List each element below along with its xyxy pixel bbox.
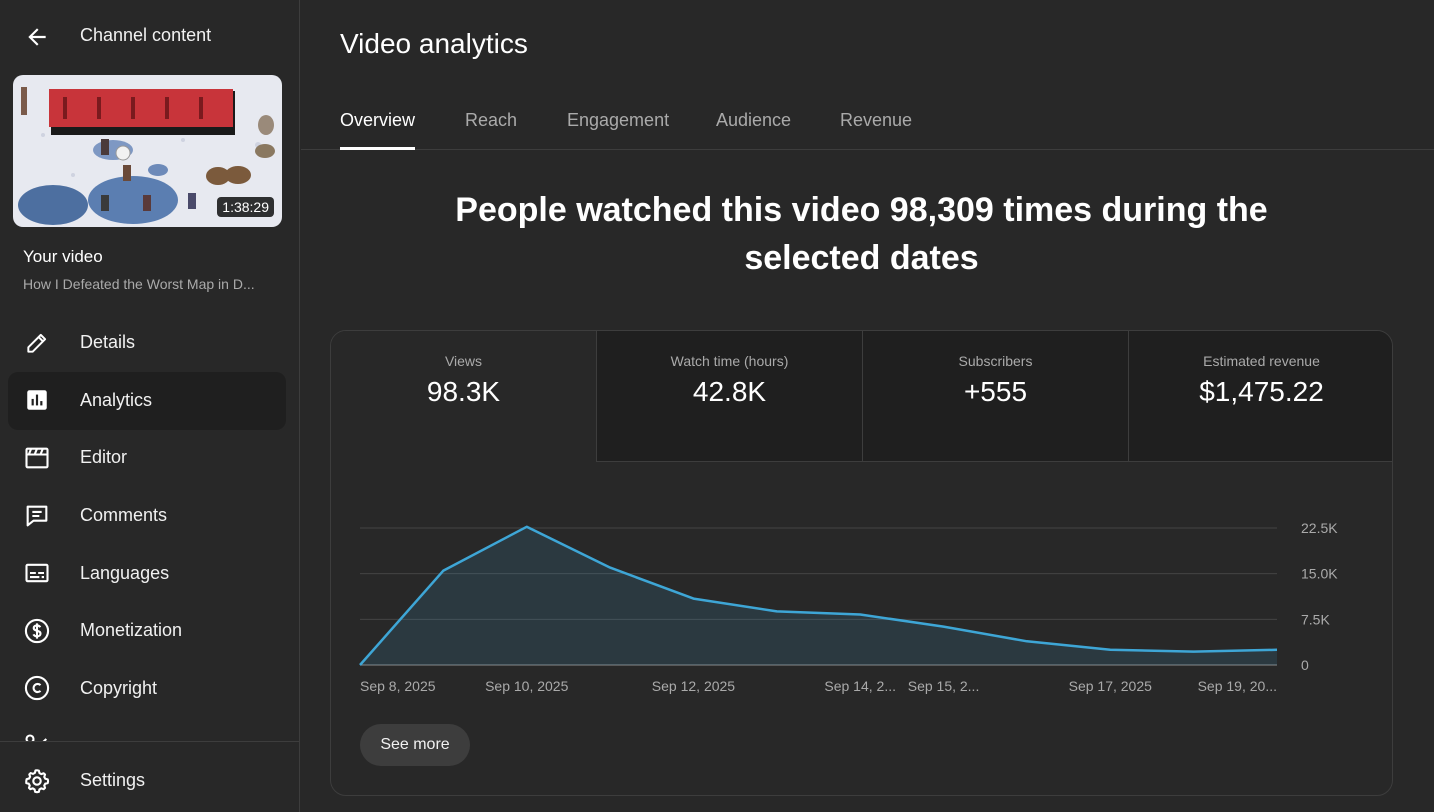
x-tick-label: Sep 10, 2025 (485, 678, 569, 694)
views-headline: People watched this video 98,309 times d… (455, 191, 1268, 277)
metric-subscribers[interactable]: Subscribers +555 (862, 331, 1128, 462)
series-line (359, 525, 1278, 666)
see-more-button[interactable]: See more (360, 724, 470, 766)
sidebar: Channel content (0, 0, 300, 812)
sidebar-nav: Details Analytics Editor Comments (0, 314, 299, 775)
sidebar-item-label: Analytics (80, 389, 153, 410)
thumbnail-image (13, 75, 282, 227)
sidebar-item-languages[interactable]: Languages (0, 544, 299, 602)
metric-label: Watch time (hours) (670, 353, 789, 369)
active-highlight (8, 371, 286, 430)
comment-icon (22, 501, 52, 531)
metric-estimated-revenue[interactable]: Estimated revenue $1,475.22 (1128, 331, 1392, 462)
metric-label: Views (444, 353, 483, 369)
metric-watch-time[interactable]: Watch time (hours) 42.8K (596, 331, 862, 462)
tab-reach[interactable]: Reach (465, 110, 518, 130)
metric-views[interactable]: Views 98.3K (331, 331, 596, 462)
metric-value: 98.3K (426, 376, 501, 407)
main-content: Video analytics Overview Reach Engagemen… (301, 0, 1434, 812)
x-tick-label: Sep 8, 2025 (360, 678, 436, 694)
sidebar-item-label: Editor (80, 447, 128, 468)
series-area (360, 526, 1277, 665)
sidebar-item-comments[interactable]: Comments (0, 487, 299, 545)
sidebar-item-settings[interactable]: Settings (0, 752, 299, 809)
sidebar-item-copyright[interactable]: Copyright (0, 660, 299, 718)
tab-audience[interactable]: Audience (716, 110, 792, 130)
video-duration: 1:38:29 (217, 197, 274, 217)
metric-value: 42.8K (692, 376, 767, 407)
x-tick-label: Sep 14, 2... (824, 678, 896, 694)
y-tick-label: 7.5K (1301, 611, 1330, 627)
y-tick-label: 22.5K (1301, 520, 1338, 536)
sidebar-item-label: Settings (80, 770, 146, 790)
x-tick-label: Sep 17, 2025 (1069, 678, 1153, 694)
clapperboard-icon (22, 443, 52, 473)
sidebar-footer: Settings (0, 741, 299, 812)
gear-icon (22, 766, 52, 796)
your-video-heading: Your video (23, 247, 103, 266)
metric-label: Subscribers (958, 353, 1033, 369)
sidebar-item-label: Copyright (80, 677, 158, 698)
sidebar-item-label: Monetization (80, 620, 183, 641)
sidebar-title: Channel content (80, 25, 212, 45)
views-chart[interactable]: 0 7.5K 15.0K 22.5K Sep 8, 2025 Sep 10, 2025 Se… (331, 462, 1393, 712)
sidebar-item-analytics[interactable]: Analytics (0, 371, 299, 430)
x-tick-label: Sep 12, 2025 (652, 678, 736, 694)
tab-overview[interactable]: Overview (340, 96, 416, 150)
subtitles-icon (22, 558, 52, 588)
metric-value: $1,475.22 (1199, 376, 1324, 407)
video-thumbnail[interactable]: 1:38:29 (13, 75, 282, 227)
metric-tabs: Views 98.3K Watch time (hours) 42.8K Sub… (331, 331, 1392, 462)
sidebar-item-label: Languages (80, 562, 170, 583)
sidebar-header: Channel content (0, 0, 299, 72)
x-tick-label: Sep 19, 20... (1198, 678, 1277, 694)
x-tick-label: Sep 15, 2... (908, 678, 980, 694)
sidebar-item-details[interactable]: Details (0, 314, 299, 372)
tab-revenue[interactable]: Revenue (840, 110, 913, 130)
y-tick-label: 0 (1301, 657, 1309, 673)
y-tick-label: 15.0K (1301, 566, 1338, 582)
metric-value: +555 (963, 376, 1028, 407)
sidebar-item-monetization[interactable]: Monetization (0, 602, 299, 660)
analytics-icon (22, 385, 52, 415)
sidebar-item-label: Comments (80, 505, 168, 526)
video-title: How I Defeated the Worst Map in D... (23, 276, 255, 292)
tab-bar: Overview Reach Engagement Audience Reven… (301, 96, 1434, 150)
tab-engagement[interactable]: Engagement (567, 110, 670, 130)
metric-label: Estimated revenue (1203, 353, 1320, 369)
page-title: Video analytics (340, 28, 528, 59)
sidebar-item-label: Details (80, 332, 136, 353)
copyright-icon (22, 673, 52, 703)
back-arrow-icon[interactable] (20, 20, 54, 54)
analytics-card: Views 98.3K Watch time (hours) 42.8K Sub… (330, 330, 1393, 796)
pencil-icon (22, 328, 52, 358)
dollar-icon (22, 616, 52, 646)
sidebar-item-editor[interactable]: Editor (0, 429, 299, 487)
